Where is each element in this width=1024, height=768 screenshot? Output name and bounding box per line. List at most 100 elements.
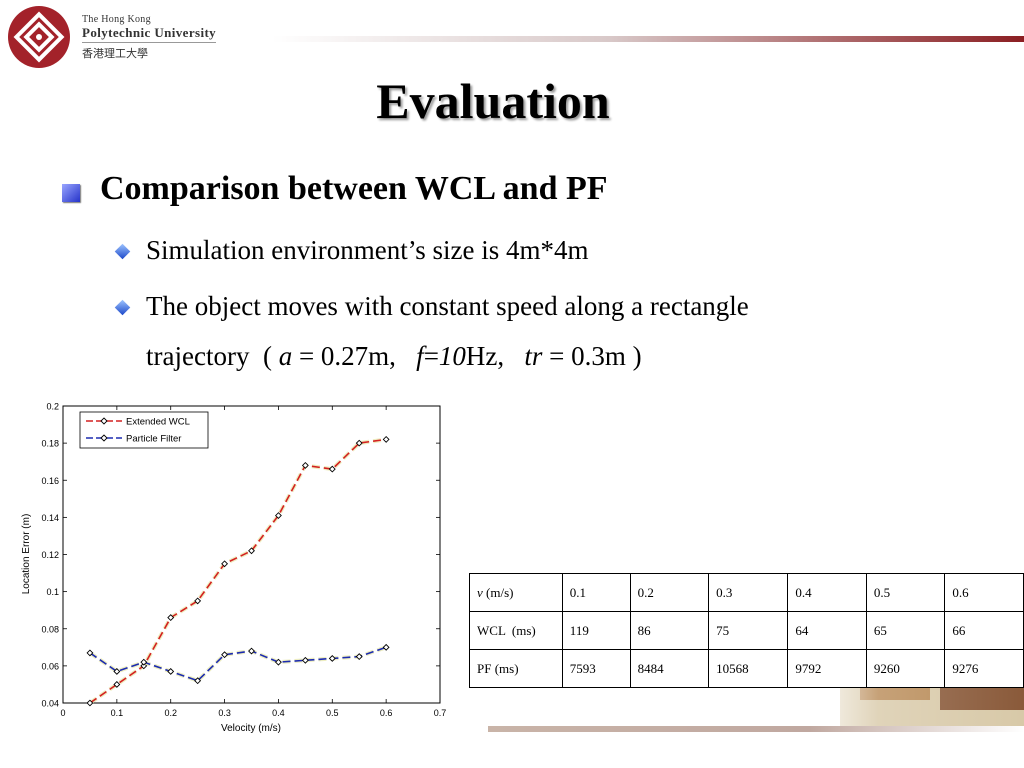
table-row-label: WCL (ms) [469, 611, 563, 650]
data-point-marker [113, 681, 121, 688]
data-point-marker [355, 653, 363, 661]
x-tick-label: 0.7 [434, 708, 447, 718]
table-cell: 119 [561, 611, 631, 650]
table-cell: 0.3 [708, 573, 789, 612]
timing-table: v (m/s) 0.1 0.2 0.3 0.4 0.5 0.6 WCL (ms) 119 86 75… [469, 573, 1024, 688]
x-axis-label: Velocity (m/s) [221, 723, 281, 734]
table-row: WCL (ms) 119 86 75 64 65 66 [469, 611, 1024, 650]
table-cell: 65 [865, 611, 946, 650]
x-tick-label: 0.1 [111, 708, 124, 718]
data-point-marker [86, 649, 94, 657]
bullet-object-motion: The object moves with constant speed alo… [146, 291, 749, 321]
table-label-text: PF (ms) [477, 660, 519, 676]
table-cell: 86 [629, 611, 710, 650]
bullet-diamond-icon [114, 243, 131, 260]
data-point-marker [382, 435, 390, 443]
table-cell: 7593 [561, 649, 631, 688]
university-name-line2: Polytechnic University [82, 25, 217, 43]
university-name-line1: The Hong Kong [82, 14, 151, 25]
table-row-label: v (m/s) [469, 573, 563, 612]
param-f-symbol: f [416, 341, 424, 371]
x-tick-label: 0.2 [164, 708, 177, 718]
plot-frame [62, 405, 441, 704]
slide-title: Evaluation [376, 73, 610, 129]
table-cell: 0.5 [865, 573, 946, 612]
x-tick-label: 0 [60, 708, 65, 718]
legend-marker [100, 434, 108, 442]
series-extended-wcl [86, 435, 390, 707]
data-point-marker [248, 547, 255, 555]
table-cell: 9260 [865, 649, 946, 688]
table-row-label: PF (ms) [469, 649, 563, 688]
param-f-unit: Hz, [465, 341, 525, 371]
data-point-marker [382, 643, 390, 651]
trajectory-prefix: trajectory ( [146, 341, 279, 371]
data-point-marker [167, 668, 175, 675]
legend-box [79, 411, 209, 449]
data-point-marker [301, 461, 309, 469]
y-tick-label: 0.14 [41, 513, 59, 523]
table-row: PF (ms) 7593 8484 10568 9792 9260 9276 [469, 649, 1024, 688]
y-tick-label: 0.08 [41, 624, 59, 634]
series-particle-filter [86, 643, 390, 685]
bullet-environment-size: Simulation environment’s size is 4m*4m [146, 235, 589, 265]
table-label-text: (m/s) [482, 584, 514, 600]
y-axis-label: Location Error (m) [21, 514, 32, 595]
y-tick-label: 0.06 [41, 661, 59, 671]
data-point-marker [328, 465, 336, 473]
series-line [89, 438, 387, 704]
table-cell: 66 [944, 611, 1024, 650]
legend-label: Extended WCL [126, 417, 190, 428]
location-error-chart: 0.04 0.06 0.08 0.1 0.12 0.14 0.16 0.18 0.2 0 0.1 0… [21, 402, 447, 735]
table-label-text: WCL (ms) [477, 622, 536, 638]
legend-label: Particle Filter [126, 434, 181, 445]
x-tick-label: 0.5 [326, 708, 339, 718]
param-f-number: 10 [438, 341, 466, 371]
data-point-marker [328, 655, 336, 662]
y-tick-label: 0.04 [41, 699, 59, 709]
param-a-symbol: a [278, 341, 293, 371]
param-tr-symbol: tr [524, 341, 543, 371]
data-point-marker [221, 560, 229, 568]
footer-accent-bar [488, 726, 1024, 732]
table-cell: 0.6 [944, 573, 1024, 612]
university-logo [8, 6, 70, 68]
university-name: The Hong Kong Polytechnic University 香港理… [82, 14, 217, 61]
bullet-square-icon [62, 184, 80, 202]
bullet-trajectory-params: trajectory ( a = 0.27m, f=10Hz, tr = 0.3… [146, 331, 642, 381]
y-tick-label: 0.16 [41, 476, 59, 486]
table-cell: 9792 [787, 649, 867, 688]
chart-legend: Extended WCL Particle Filter [79, 411, 209, 449]
data-point-marker [274, 658, 282, 666]
data-point-marker [113, 668, 121, 675]
table-cell: 75 [708, 611, 789, 650]
table-cell: 8484 [629, 649, 710, 688]
bullet-diamond-icon [114, 299, 131, 316]
param-tr-value: = 0.3m ) [542, 341, 642, 371]
data-point-marker [221, 651, 229, 659]
legend-marker [100, 417, 108, 425]
data-point-marker [167, 614, 175, 622]
x-tick-label: 0.6 [380, 708, 393, 718]
table-cell: 9276 [944, 649, 1024, 688]
y-tick-label: 0.1 [46, 587, 59, 597]
y-tick-label: 0.2 [46, 402, 59, 412]
data-point-marker [301, 656, 309, 664]
table-cell: 0.1 [561, 573, 631, 612]
data-point-marker [140, 658, 148, 666]
data-point-marker [274, 512, 282, 519]
university-name-chinese: 香港理工大學 [82, 47, 148, 60]
table-row: v (m/s) 0.1 0.2 0.3 0.4 0.5 0.6 [469, 573, 1024, 612]
param-f-equals: = [423, 341, 439, 371]
x-tick-label: 0.4 [272, 708, 285, 718]
y-tick-label: 0.12 [41, 550, 59, 560]
data-point-marker [355, 439, 363, 447]
data-point-marker [248, 647, 255, 655]
param-a-value: = 0.27m, [292, 341, 417, 371]
y-tick-label: 0.18 [41, 439, 59, 449]
table-cell: 10568 [708, 649, 789, 688]
x-tick-label: 0.3 [218, 708, 231, 718]
header-accent-bar [272, 36, 1024, 42]
data-point-marker [194, 597, 202, 605]
data-point-marker [194, 677, 202, 685]
